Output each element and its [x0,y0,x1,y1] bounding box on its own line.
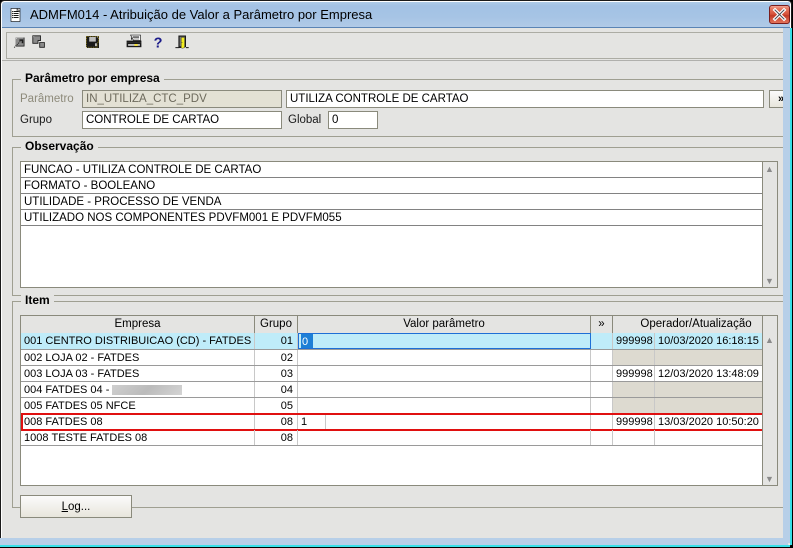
svg-text:?: ? [154,36,163,52]
